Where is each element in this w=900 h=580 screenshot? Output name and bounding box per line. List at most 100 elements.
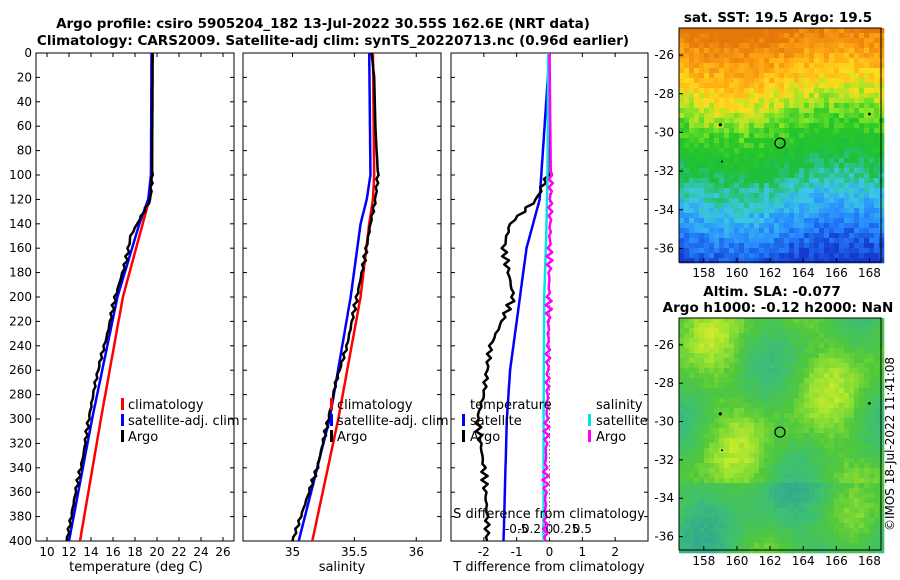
map-cell xyxy=(839,408,845,414)
map-cell xyxy=(764,228,770,234)
map-cell xyxy=(759,243,765,249)
map-cell xyxy=(769,33,775,39)
map-cell xyxy=(744,33,750,39)
map-cell xyxy=(789,173,795,179)
map-cell xyxy=(754,498,760,504)
map-cell xyxy=(784,248,790,254)
map-cell xyxy=(814,403,820,409)
map-cell xyxy=(849,133,855,139)
map-cell xyxy=(704,68,710,74)
map-cell xyxy=(829,163,835,169)
map-cell xyxy=(829,233,835,239)
map-cell xyxy=(769,48,775,54)
map-cell xyxy=(799,123,805,129)
map-cell xyxy=(744,163,750,169)
map-cell xyxy=(764,208,770,214)
y-tick-label: -36 xyxy=(654,241,674,255)
map-cell xyxy=(744,398,750,404)
map-cell xyxy=(754,68,760,74)
map-cell xyxy=(684,528,690,534)
map-cell xyxy=(724,398,730,404)
map-cell xyxy=(809,103,815,109)
map-cell xyxy=(794,68,800,74)
map-cell xyxy=(789,193,795,199)
map-cell xyxy=(784,78,790,84)
map-cell xyxy=(689,123,695,129)
map-cell xyxy=(774,53,780,59)
map-cell xyxy=(829,208,835,214)
map-cell xyxy=(819,488,825,494)
map-cell xyxy=(759,163,765,169)
map-cell xyxy=(814,98,820,104)
map-cell xyxy=(879,508,885,514)
map-cell xyxy=(849,353,855,359)
map-cell xyxy=(839,358,845,364)
map-cell xyxy=(844,88,850,94)
map-cell xyxy=(849,393,855,399)
map-cell xyxy=(854,348,860,354)
map-cell xyxy=(734,128,740,134)
map-cell xyxy=(814,108,820,114)
map-cell xyxy=(804,398,810,404)
map-cell xyxy=(749,108,755,114)
map-cell xyxy=(734,188,740,194)
map-cell xyxy=(704,403,710,409)
map-cell xyxy=(814,198,820,204)
map-cell xyxy=(724,183,730,189)
map-cell xyxy=(874,418,880,424)
map-cell xyxy=(774,358,780,364)
map-cell xyxy=(834,443,840,449)
map-cell xyxy=(824,428,830,434)
map-cell xyxy=(829,518,835,524)
map-cell xyxy=(714,318,720,324)
map-cell xyxy=(684,443,690,449)
map-cell xyxy=(779,353,785,359)
map-cell xyxy=(679,488,685,494)
map-cell xyxy=(704,538,710,544)
map-cell xyxy=(794,318,800,324)
map-cell xyxy=(749,188,755,194)
map-cell xyxy=(824,493,830,499)
map-cell xyxy=(714,168,720,174)
map-cell xyxy=(794,73,800,79)
map-cell xyxy=(869,413,875,419)
map-cell xyxy=(854,513,860,519)
map-cell xyxy=(854,383,860,389)
map-cell xyxy=(799,223,805,229)
map-cell xyxy=(729,98,735,104)
map-cell xyxy=(749,78,755,84)
map-cell xyxy=(699,48,705,54)
map-cell xyxy=(774,338,780,344)
map-cell xyxy=(774,438,780,444)
map-cell xyxy=(694,153,700,159)
map-cell xyxy=(854,213,860,219)
map-cell xyxy=(824,73,830,79)
map-cell xyxy=(679,148,685,154)
map-cell xyxy=(869,218,875,224)
map-cell xyxy=(719,543,725,549)
map-cell xyxy=(834,438,840,444)
map-cell xyxy=(734,358,740,364)
map-cell xyxy=(684,433,690,439)
map-cell xyxy=(829,328,835,334)
map-cell xyxy=(874,493,880,499)
map-cell xyxy=(794,323,800,329)
map-cell xyxy=(709,148,715,154)
map-cell xyxy=(789,128,795,134)
map-cell xyxy=(684,58,690,64)
map-cell xyxy=(854,323,860,329)
map-cell xyxy=(779,163,785,169)
map-cell xyxy=(769,168,775,174)
map-cell xyxy=(809,438,815,444)
map-cell xyxy=(809,443,815,449)
map-cell xyxy=(839,173,845,179)
map-cell xyxy=(879,378,885,384)
map-cell xyxy=(704,473,710,479)
map-cell xyxy=(679,68,685,74)
map-cell xyxy=(794,158,800,164)
map-cell xyxy=(859,58,865,64)
map-cell xyxy=(724,203,730,209)
map-cell xyxy=(754,473,760,479)
map-cell xyxy=(859,333,865,339)
map-cell xyxy=(824,523,830,529)
